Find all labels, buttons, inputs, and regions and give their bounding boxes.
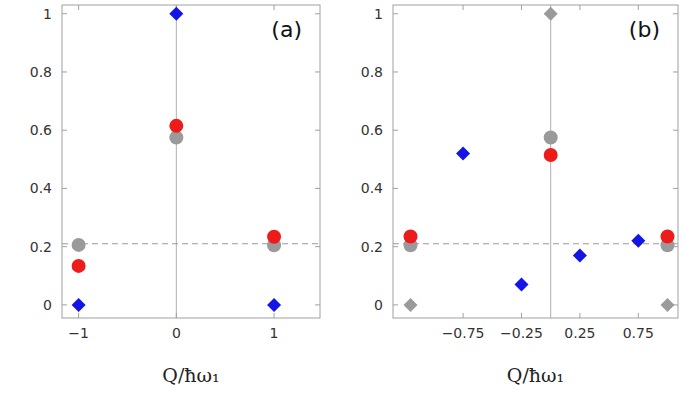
markers (404, 7, 675, 312)
diamond-point (660, 298, 674, 312)
x-tick (78, 5, 79, 10)
y-tick-label: 0.6 (30, 122, 52, 138)
x-tick (579, 5, 580, 10)
diamond-point (404, 298, 418, 312)
markers (72, 7, 281, 312)
y-tick (62, 13, 67, 14)
panel-label: (b) (629, 17, 660, 42)
x-tick-label: 0 (172, 325, 181, 341)
x-tick (579, 313, 580, 318)
x-tick-label: −0.75 (442, 325, 485, 341)
y-tick (62, 246, 67, 247)
reference-lines (393, 5, 678, 318)
panel-label: (a) (271, 17, 302, 42)
x-tick-label: 0.75 (623, 325, 654, 341)
x-tick (638, 313, 639, 318)
panel: 0 0.2 0.4 0.6 0.8 1 −0.75 −0.25 0.25 0.75 Q/ħω₁ (b) (361, 5, 678, 386)
diamond-point (544, 7, 558, 21)
x-axis-label: Q/ħω₁ (162, 364, 219, 386)
y-tick (673, 13, 678, 14)
frame (393, 5, 678, 318)
circle-point (544, 148, 558, 162)
circle-point (404, 229, 418, 243)
dashed-line (62, 243, 320, 244)
y-tick (315, 304, 320, 305)
y-tick-label: 0.2 (30, 239, 52, 255)
circle-point (660, 229, 674, 243)
x-tick-label: 0.25 (564, 325, 595, 341)
y-tick-label: 0 (43, 297, 52, 313)
diamond-point (573, 248, 587, 262)
y-tick-label: 1 (43, 6, 52, 22)
frame (62, 5, 320, 318)
y-tick-label: 0.8 (30, 64, 52, 80)
x-tick (463, 313, 464, 318)
x-tick (274, 313, 275, 318)
circle-point (72, 259, 86, 273)
y-tick (62, 130, 67, 131)
x-tick-label: −1 (68, 325, 89, 341)
y-tick (673, 71, 678, 72)
y-tick (315, 130, 320, 131)
y-tick (673, 188, 678, 189)
y-tick (393, 71, 398, 72)
vertical-line (176, 5, 177, 318)
y-tick (315, 13, 320, 14)
x-tick (521, 313, 522, 318)
y-tick-label: 0 (374, 297, 383, 313)
circle-point (544, 130, 558, 144)
diamond-point (72, 298, 86, 312)
y-tick (315, 71, 320, 72)
diamond-point (514, 278, 528, 292)
y-tick-label: 0.4 (361, 180, 383, 196)
y-tick-label: 0.4 (30, 180, 52, 196)
circle-point (72, 238, 86, 252)
x-axis-label: Q/ħω₁ (507, 364, 564, 386)
circle-point (169, 119, 183, 133)
x-tick-label: −0.25 (500, 325, 543, 341)
figure: 0 0.2 0.4 0.6 0.8 1 −1 0 1 Q/ħω₁ (a) 0 0.2 0.4 0.6 0.8 1… (0, 0, 685, 398)
y-tick (315, 246, 320, 247)
reference-lines (62, 5, 320, 318)
diamond-point (631, 234, 645, 248)
y-tick-label: 1 (374, 6, 383, 22)
y-tick (393, 130, 398, 131)
y-tick (393, 246, 398, 247)
y-tick (393, 13, 398, 14)
x-tick (463, 5, 464, 10)
x-tick (78, 313, 79, 318)
y-tick (673, 130, 678, 131)
y-tick-label: 0.6 (361, 122, 383, 138)
diamond-point (456, 146, 470, 160)
y-tick (62, 188, 67, 189)
x-tick (176, 313, 177, 318)
y-tick (62, 71, 67, 72)
y-tick (393, 304, 398, 305)
y-tick (315, 188, 320, 189)
x-tick (521, 5, 522, 10)
y-tick-label: 0.2 (361, 239, 383, 255)
circle-point (267, 230, 281, 244)
x-tick (274, 5, 275, 10)
y-tick (62, 304, 67, 305)
panel: 0 0.2 0.4 0.6 0.8 1 −1 0 1 Q/ħω₁ (a) (30, 5, 320, 386)
x-tick-label: 1 (270, 325, 279, 341)
x-tick (638, 5, 639, 10)
y-tick (393, 188, 398, 189)
diamond-point (267, 298, 281, 312)
y-tick-label: 0.8 (361, 64, 383, 80)
diamond-point (169, 7, 183, 21)
